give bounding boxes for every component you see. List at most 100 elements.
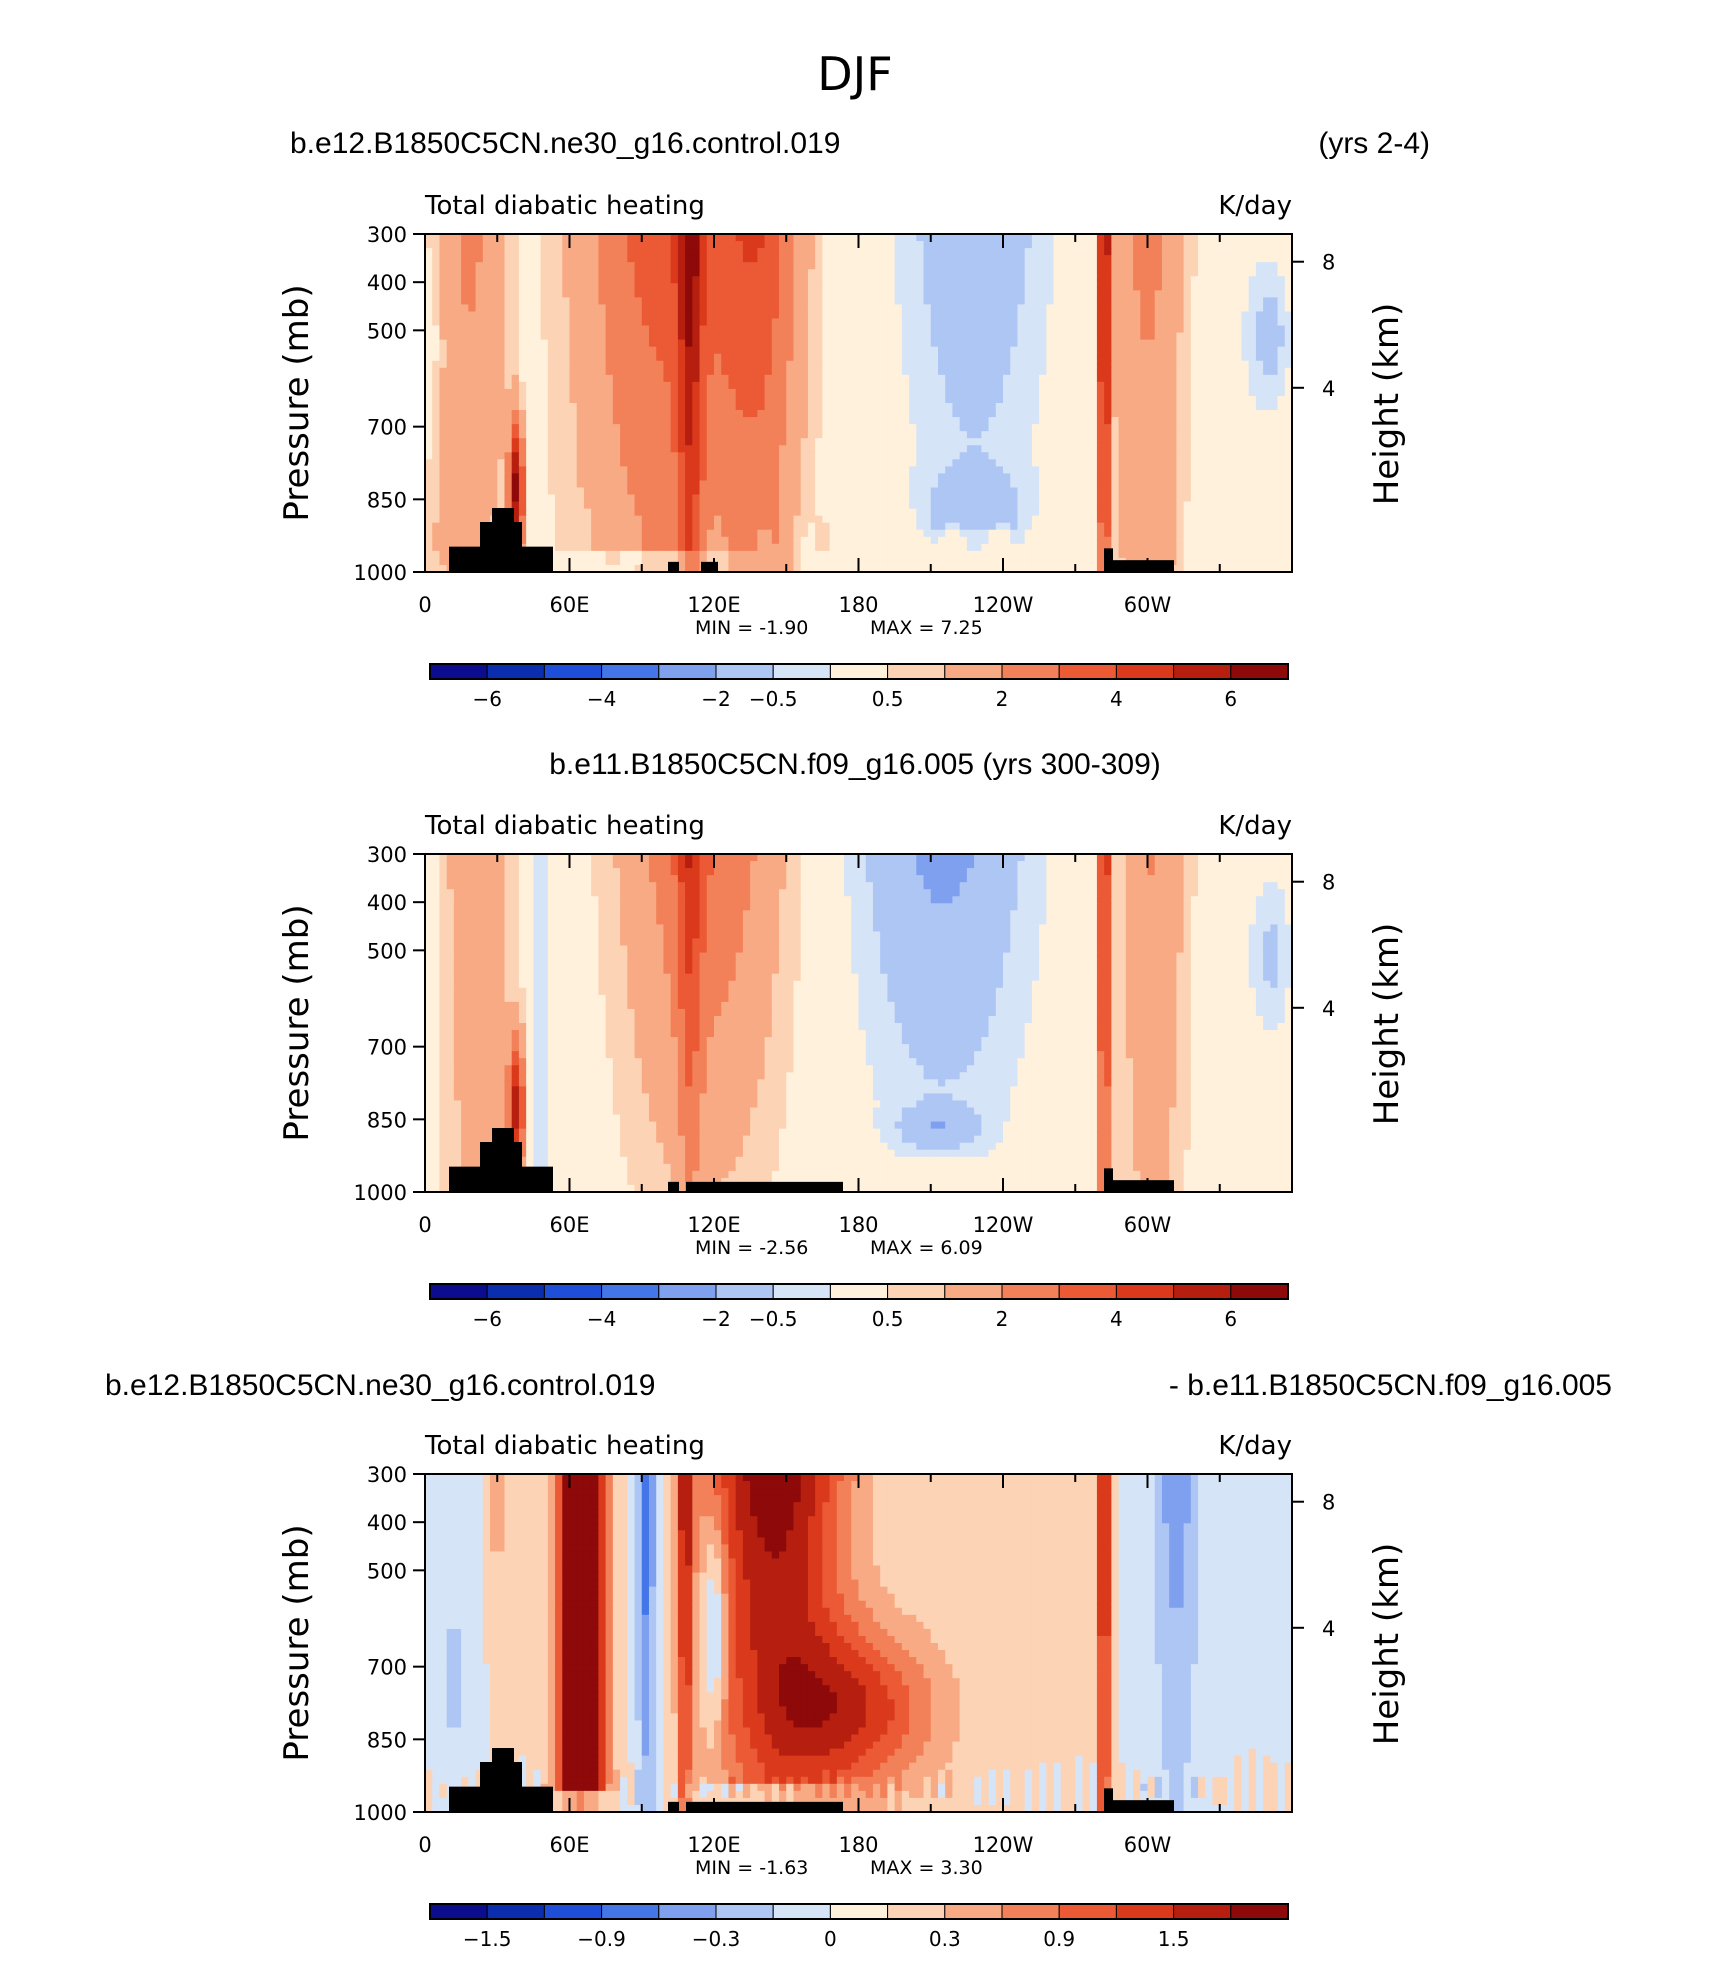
heatmap-cell (583, 346, 592, 355)
heatmap-cell (670, 241, 679, 249)
heatmap-cell (1075, 494, 1084, 503)
heatmap-cell (966, 255, 975, 263)
heatmap-cell (988, 473, 997, 482)
heatmap-cell (1241, 353, 1250, 362)
heatmap-cell (1082, 367, 1091, 376)
heatmap-cell (656, 459, 665, 467)
heatmap-cell (1248, 269, 1257, 277)
heatmap-cell (1205, 487, 1214, 496)
heatmap-cell (504, 248, 513, 256)
heatmap-cell (764, 395, 773, 404)
heatmap-cell (576, 494, 585, 503)
heatmap-cell (923, 508, 932, 517)
heatmap-cell (685, 473, 693, 482)
heatmap-cell (779, 339, 787, 348)
heatmap-cell (901, 431, 910, 439)
heatmap-cell (836, 417, 845, 425)
heatmap-cell (937, 395, 946, 404)
heatmap-cell (807, 466, 816, 475)
heatmap-cell (1046, 297, 1055, 306)
heatmap-cell (916, 445, 925, 453)
heatmap-cell (591, 374, 599, 383)
heatmap-cell (1241, 346, 1250, 355)
heatmap-cell (576, 388, 585, 397)
heatmap-cell (1255, 290, 1264, 298)
heatmap-cell (598, 487, 607, 496)
heatmap-cell (706, 311, 715, 320)
heatmap-cell (829, 480, 838, 489)
heatmap-cell (742, 283, 751, 291)
heatmap-cell (1060, 262, 1069, 270)
heatmap-cell (1284, 395, 1292, 404)
heatmap-cell (858, 269, 867, 277)
heatmap-cell (482, 388, 491, 397)
heatmap-cell (1125, 473, 1134, 482)
heatmap-cell (670, 395, 679, 404)
heatmap-cell (591, 522, 599, 531)
heatmap-cell (1284, 290, 1292, 298)
heatmap-cell (634, 318, 643, 327)
heatmap-cell (461, 248, 469, 256)
heatmap-cell (1125, 417, 1134, 425)
heatmap-cell (591, 431, 599, 439)
heatmap-cell (923, 459, 932, 467)
heatmap-cell (1284, 508, 1292, 517)
heatmap-cell (988, 346, 997, 355)
heatmap-cell (721, 367, 730, 376)
heatmap-cell (1198, 410, 1206, 418)
heatmap-cell (800, 487, 809, 496)
heatmap-cell (829, 290, 838, 298)
heatmap-cell (916, 403, 925, 411)
heatmap-cell (1176, 339, 1185, 348)
heatmap-cell (497, 445, 506, 453)
heatmap-cell (757, 438, 766, 446)
heatmap-cell (475, 318, 484, 327)
heatmap-cell (576, 255, 585, 263)
heatmap-cell (1031, 438, 1040, 446)
heatmap-cell (1226, 459, 1235, 467)
heatmap-cell (627, 522, 636, 531)
heatmap-cell (1161, 431, 1170, 439)
heatmap-cell (1234, 424, 1243, 432)
heatmap-cell (1096, 346, 1105, 355)
heatmap-cell (1003, 410, 1011, 418)
heatmap-cell (1082, 473, 1091, 482)
heatmap-cell (692, 248, 701, 256)
heatmap-cell (1125, 445, 1134, 453)
heatmap-cell (764, 522, 773, 531)
heatmap-cell (511, 248, 520, 256)
heatmap-cell (1205, 290, 1214, 298)
heatmap-cell (446, 473, 455, 482)
heatmap-cell (706, 255, 715, 263)
heatmap-cell (1263, 353, 1271, 362)
heatmap-cell (475, 353, 484, 362)
heatmap-cell (1096, 332, 1105, 341)
heatmap-cell (1118, 501, 1127, 510)
heatmap-cell (648, 388, 657, 397)
heatmap-cell (685, 381, 693, 390)
heatmap-cell (836, 403, 845, 411)
heatmap-cell (576, 431, 585, 439)
heatmap-cell (1096, 255, 1105, 263)
heatmap-cell (453, 452, 462, 460)
heatmap-cell (793, 241, 802, 249)
heatmap-cell (909, 388, 917, 397)
heatmap-cell (425, 395, 433, 404)
heatmap-cell (1017, 297, 1026, 306)
heatmap-cell (894, 262, 903, 270)
heatmap-cell (685, 283, 693, 291)
heatmap-cell (851, 339, 860, 348)
heatmap-cell (779, 311, 787, 320)
heatmap-cell (598, 522, 607, 531)
heatmap-cell (547, 417, 556, 425)
heatmap-cell (576, 480, 585, 489)
heatmap-cell (909, 395, 917, 404)
heatmap-cell (453, 262, 462, 270)
heatmap-cell (555, 367, 563, 376)
heatmap-cell (714, 480, 722, 489)
heatmap-cell (533, 480, 542, 489)
heatmap-cell (490, 255, 498, 263)
heatmap-cell (1248, 353, 1257, 362)
heatmap-cell (786, 452, 795, 460)
heatmap-cell (836, 297, 845, 306)
